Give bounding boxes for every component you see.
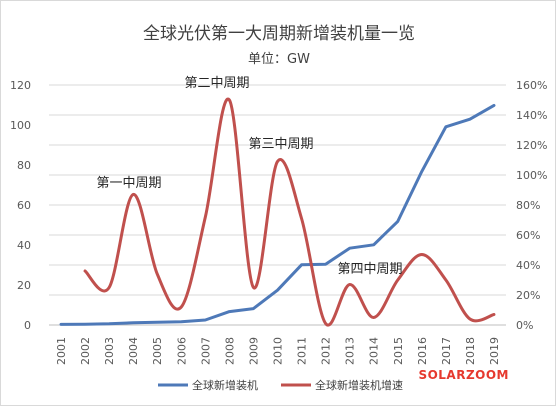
cycle-annotation: 第一中周期 (96, 176, 161, 191)
gridlines (49, 84, 506, 326)
right-tick-label: 60% (516, 229, 540, 242)
left-tick-label: 120 (10, 79, 31, 92)
x-tick-label: 2010 (272, 337, 285, 365)
right-tick-label: 140% (516, 109, 547, 122)
right-tick-label: 0% (516, 319, 533, 332)
x-tick-label: 2001 (55, 337, 68, 365)
x-tick-label: 2019 (488, 337, 501, 365)
right-tick-label: 120% (516, 139, 547, 152)
x-tick-label: 2013 (344, 337, 357, 365)
brand-watermark: SOLARZOOM (418, 368, 509, 382)
legend-label: 全球新增装机增速 (315, 378, 403, 392)
chart-subtitle: 单位：GW (248, 52, 310, 67)
left-tick-label: 20 (17, 279, 31, 292)
series-lines (59, 97, 496, 327)
x-tick-label: 2005 (151, 337, 164, 365)
left-axis-ticks: 0 20 40 60 80 100 120 (10, 79, 31, 332)
right-tick-label: 40% (516, 259, 540, 272)
x-tick-label: 2009 (247, 337, 260, 365)
x-tick-label: 2003 (103, 337, 116, 365)
series-line-installations (59, 103, 496, 326)
cycle-annotation: 第三中周期 (248, 137, 313, 152)
x-tick-label: 2012 (320, 337, 333, 365)
x-tick-label: 2016 (416, 337, 429, 365)
x-axis-ticks: 2001 2002 2003 2004 2005 2006 2007 2008 2009 2010… (55, 337, 501, 365)
right-axis-ticks: 0% 20% 40% 60% 80% 100% 120% 140% 160% (516, 79, 547, 332)
x-tick-label: 2011 (296, 337, 309, 365)
x-tick-label: 2015 (392, 337, 405, 365)
x-tick-label: 2004 (127, 337, 140, 365)
right-tick-label: 20% (516, 289, 540, 302)
legend-label: 全球新增装机 (192, 378, 258, 392)
legend: 全球新增装机 全球新增装机增速 (158, 378, 403, 392)
x-tick-label: 2017 (440, 337, 453, 365)
x-tick-label: 2014 (368, 337, 381, 365)
x-tick-label: 2007 (199, 337, 212, 365)
cycle-annotation: 第二中周期 (184, 76, 249, 91)
right-tick-label: 80% (516, 199, 540, 212)
x-tick-label: 2006 (175, 337, 188, 365)
left-tick-label: 40 (17, 239, 31, 252)
cycle-annotation: 第四中周期 (337, 262, 402, 277)
series-line-growth (83, 97, 496, 327)
left-tick-label: 80 (17, 159, 31, 172)
right-tick-label: 100% (516, 169, 547, 182)
chart-title: 全球光伏第一大周期新增装机量一览 (143, 24, 415, 44)
left-tick-label: 60 (17, 199, 31, 212)
x-tick-label: 2008 (223, 337, 236, 365)
left-tick-label: 100 (10, 119, 31, 132)
right-tick-label: 160% (516, 79, 547, 92)
left-tick-label: 0 (24, 319, 31, 332)
x-tick-label: 2018 (464, 337, 477, 365)
x-tick-label: 2002 (79, 337, 92, 365)
